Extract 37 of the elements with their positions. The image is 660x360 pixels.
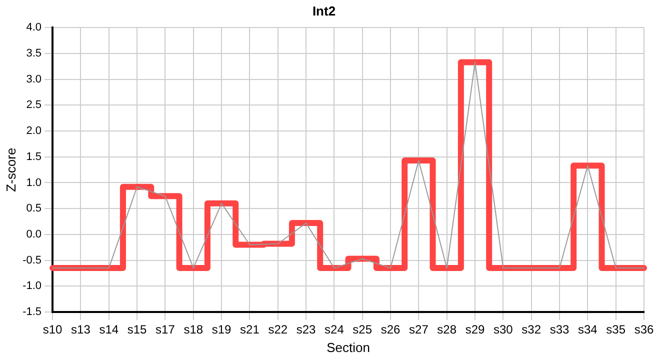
y-tick-label: -0.5	[22, 254, 42, 266]
chart-title: Int2	[312, 3, 336, 18]
x-tick-label: s23	[296, 322, 316, 337]
x-tick-label: s10	[42, 322, 63, 337]
y-tick-label: 2.5	[26, 99, 42, 112]
x-tick-label: s30	[494, 322, 514, 337]
y-tick-label: 4.0	[26, 22, 42, 34]
y-axis-title: Z-score	[3, 148, 18, 192]
x-axis-title: Section	[326, 340, 370, 355]
y-tick-label: 3.5	[26, 47, 42, 60]
x-tick-label: s35	[606, 322, 626, 337]
x-tick-label: s21	[240, 322, 260, 337]
x-tick-label: s18	[184, 322, 204, 337]
x-tick-label: s24	[324, 322, 344, 337]
y-tick-label: 2.0	[26, 125, 42, 138]
y-tick-label: 0.0	[26, 228, 42, 240]
y-tick-label: -1.5	[22, 306, 42, 318]
x-tick-label: s33	[550, 322, 570, 337]
y-tick-label: -1.0	[22, 280, 42, 292]
y-tick-label: 0.5	[26, 202, 42, 215]
y-tick-label: 1.5	[26, 150, 42, 163]
x-tick-label: s27	[409, 322, 429, 337]
x-tick-label: s36	[634, 322, 654, 337]
x-tick-label: s14	[99, 322, 119, 337]
x-tick-label: s17	[156, 322, 176, 337]
x-tick-label: s34	[578, 322, 598, 337]
y-tick-label: 3.0	[26, 73, 42, 86]
x-tick-label: s15	[127, 322, 148, 337]
x-tick-label: s13	[71, 322, 91, 337]
x-tick-label: s28	[437, 322, 457, 337]
x-tick-label: s19	[212, 322, 232, 337]
x-tick-label: s22	[268, 322, 288, 337]
x-tick-label: s29	[465, 322, 486, 337]
x-tick-label: s26	[380, 322, 401, 337]
y-tick-label: 1.0	[26, 176, 42, 189]
x-tick-label: s25	[352, 322, 372, 337]
x-tick-label: s32	[522, 322, 542, 337]
